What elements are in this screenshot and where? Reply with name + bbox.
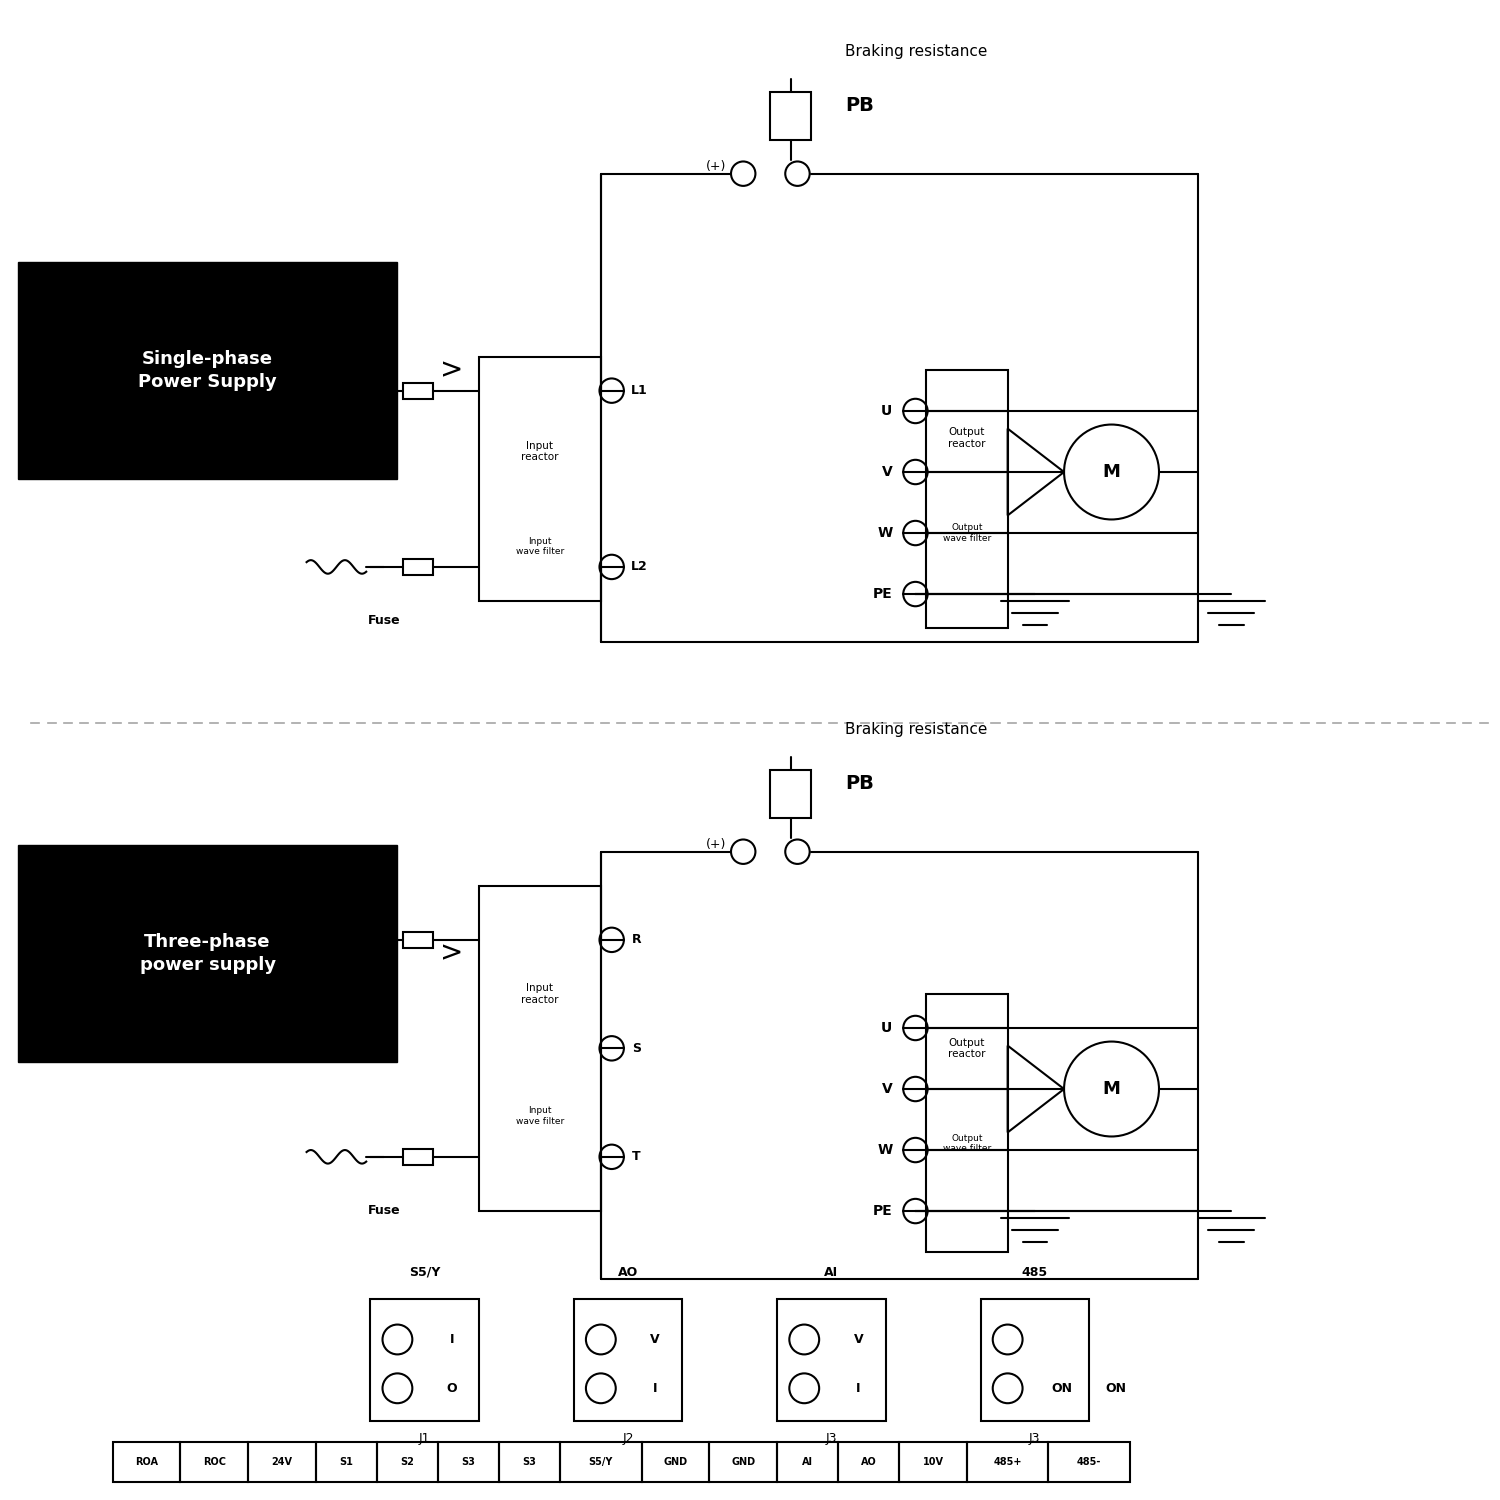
Bar <box>478 357 602 602</box>
Text: W: W <box>878 1143 892 1156</box>
Text: U: U <box>880 1022 892 1035</box>
Bar <box>180 1442 249 1482</box>
Text: V: V <box>882 1082 892 1096</box>
Text: 485: 485 <box>1022 1266 1048 1280</box>
Text: U: U <box>880 404 892 418</box>
Text: V: V <box>651 1334 660 1346</box>
Text: AO: AO <box>861 1456 876 1467</box>
Text: ON: ON <box>1052 1382 1072 1395</box>
Bar <box>968 1442 1048 1482</box>
Text: ROA: ROA <box>135 1456 158 1467</box>
Text: GND: GND <box>730 1456 756 1467</box>
Bar <box>710 1442 777 1482</box>
Text: S5/Y: S5/Y <box>410 1266 440 1280</box>
Bar <box>478 885 602 1210</box>
Bar <box>771 771 812 818</box>
Bar <box>370 1299 478 1422</box>
Text: I: I <box>450 1334 454 1346</box>
Text: (+): (+) <box>706 839 726 852</box>
Text: V: V <box>882 465 892 478</box>
Text: Input
reactor: Input reactor <box>520 441 558 462</box>
Text: W: W <box>878 526 892 540</box>
Text: GND: GND <box>663 1456 687 1467</box>
Text: S5/Y: S5/Y <box>588 1456 613 1467</box>
Text: AO: AO <box>618 1266 638 1280</box>
Bar <box>404 1149 432 1166</box>
Bar <box>249 1442 316 1482</box>
Text: 24V: 24V <box>272 1456 292 1467</box>
Text: PE: PE <box>873 1204 892 1218</box>
Bar <box>839 1442 898 1482</box>
Bar <box>927 370 1008 628</box>
Text: PE: PE <box>873 586 892 602</box>
Text: (+): (+) <box>706 160 726 174</box>
Bar <box>500 1442 560 1482</box>
Text: L1: L1 <box>630 384 648 398</box>
Text: Output
reactor: Output reactor <box>948 427 986 448</box>
Text: AI: AI <box>802 1456 813 1467</box>
Text: Fuse: Fuse <box>368 615 400 627</box>
Text: M: M <box>1102 1080 1120 1098</box>
Text: J1: J1 <box>419 1432 430 1444</box>
Text: PB: PB <box>844 96 874 116</box>
Bar <box>112 1442 180 1482</box>
Text: 10V: 10V <box>922 1456 944 1467</box>
Text: Input
reactor: Input reactor <box>520 984 558 1005</box>
Bar <box>898 1442 968 1482</box>
Bar <box>777 1299 885 1422</box>
Bar <box>18 262 398 478</box>
Text: S3: S3 <box>462 1456 476 1467</box>
Text: S2: S2 <box>400 1456 414 1467</box>
Text: 485+: 485+ <box>993 1456 1022 1467</box>
Text: V: V <box>853 1334 864 1346</box>
Text: J2: J2 <box>622 1432 633 1444</box>
Bar <box>771 93 812 140</box>
Text: Output
wave filter: Output wave filter <box>944 1134 992 1154</box>
Text: ON: ON <box>1106 1382 1126 1395</box>
Bar <box>777 1442 838 1482</box>
Bar <box>376 1442 438 1482</box>
Text: PB: PB <box>844 774 874 794</box>
Text: 485-: 485- <box>1077 1456 1101 1467</box>
Bar <box>404 382 432 399</box>
Bar <box>404 932 432 948</box>
Text: J3: J3 <box>825 1432 837 1444</box>
Circle shape <box>1064 424 1160 519</box>
Bar <box>18 844 398 1062</box>
Text: >: > <box>440 357 464 384</box>
Text: Three-phase
power supply: Three-phase power supply <box>140 933 276 974</box>
Text: I: I <box>652 1382 657 1395</box>
Text: Single-phase
Power Supply: Single-phase Power Supply <box>138 350 278 392</box>
Text: >: > <box>440 939 464 968</box>
Text: Input
wave filter: Input wave filter <box>516 537 564 556</box>
Bar <box>404 560 432 574</box>
Text: Input
wave filter: Input wave filter <box>516 1107 564 1126</box>
Bar <box>1048 1442 1130 1482</box>
Text: R: R <box>632 933 642 946</box>
Text: I: I <box>856 1382 861 1395</box>
Text: ROC: ROC <box>202 1456 226 1467</box>
Circle shape <box>1064 1041 1160 1137</box>
Bar <box>560 1442 642 1482</box>
Text: L2: L2 <box>630 561 648 573</box>
Bar <box>438 1442 500 1482</box>
Bar <box>642 1442 710 1482</box>
Text: Braking resistance: Braking resistance <box>844 722 987 736</box>
Text: S: S <box>632 1042 640 1054</box>
Text: Output
reactor: Output reactor <box>948 1038 986 1059</box>
Text: J3: J3 <box>1029 1432 1041 1444</box>
Text: S1: S1 <box>339 1456 354 1467</box>
Text: AI: AI <box>825 1266 839 1280</box>
Bar <box>573 1299 682 1422</box>
Text: Fuse: Fuse <box>368 1204 400 1218</box>
Text: M: M <box>1102 464 1120 482</box>
Bar <box>927 994 1008 1251</box>
Bar <box>981 1299 1089 1422</box>
Bar <box>316 1442 376 1482</box>
Text: T: T <box>632 1150 640 1164</box>
Text: Output
wave filter: Output wave filter <box>944 524 992 543</box>
Text: O: O <box>447 1382 458 1395</box>
Text: S3: S3 <box>522 1456 537 1467</box>
Text: Braking resistance: Braking resistance <box>844 44 987 58</box>
